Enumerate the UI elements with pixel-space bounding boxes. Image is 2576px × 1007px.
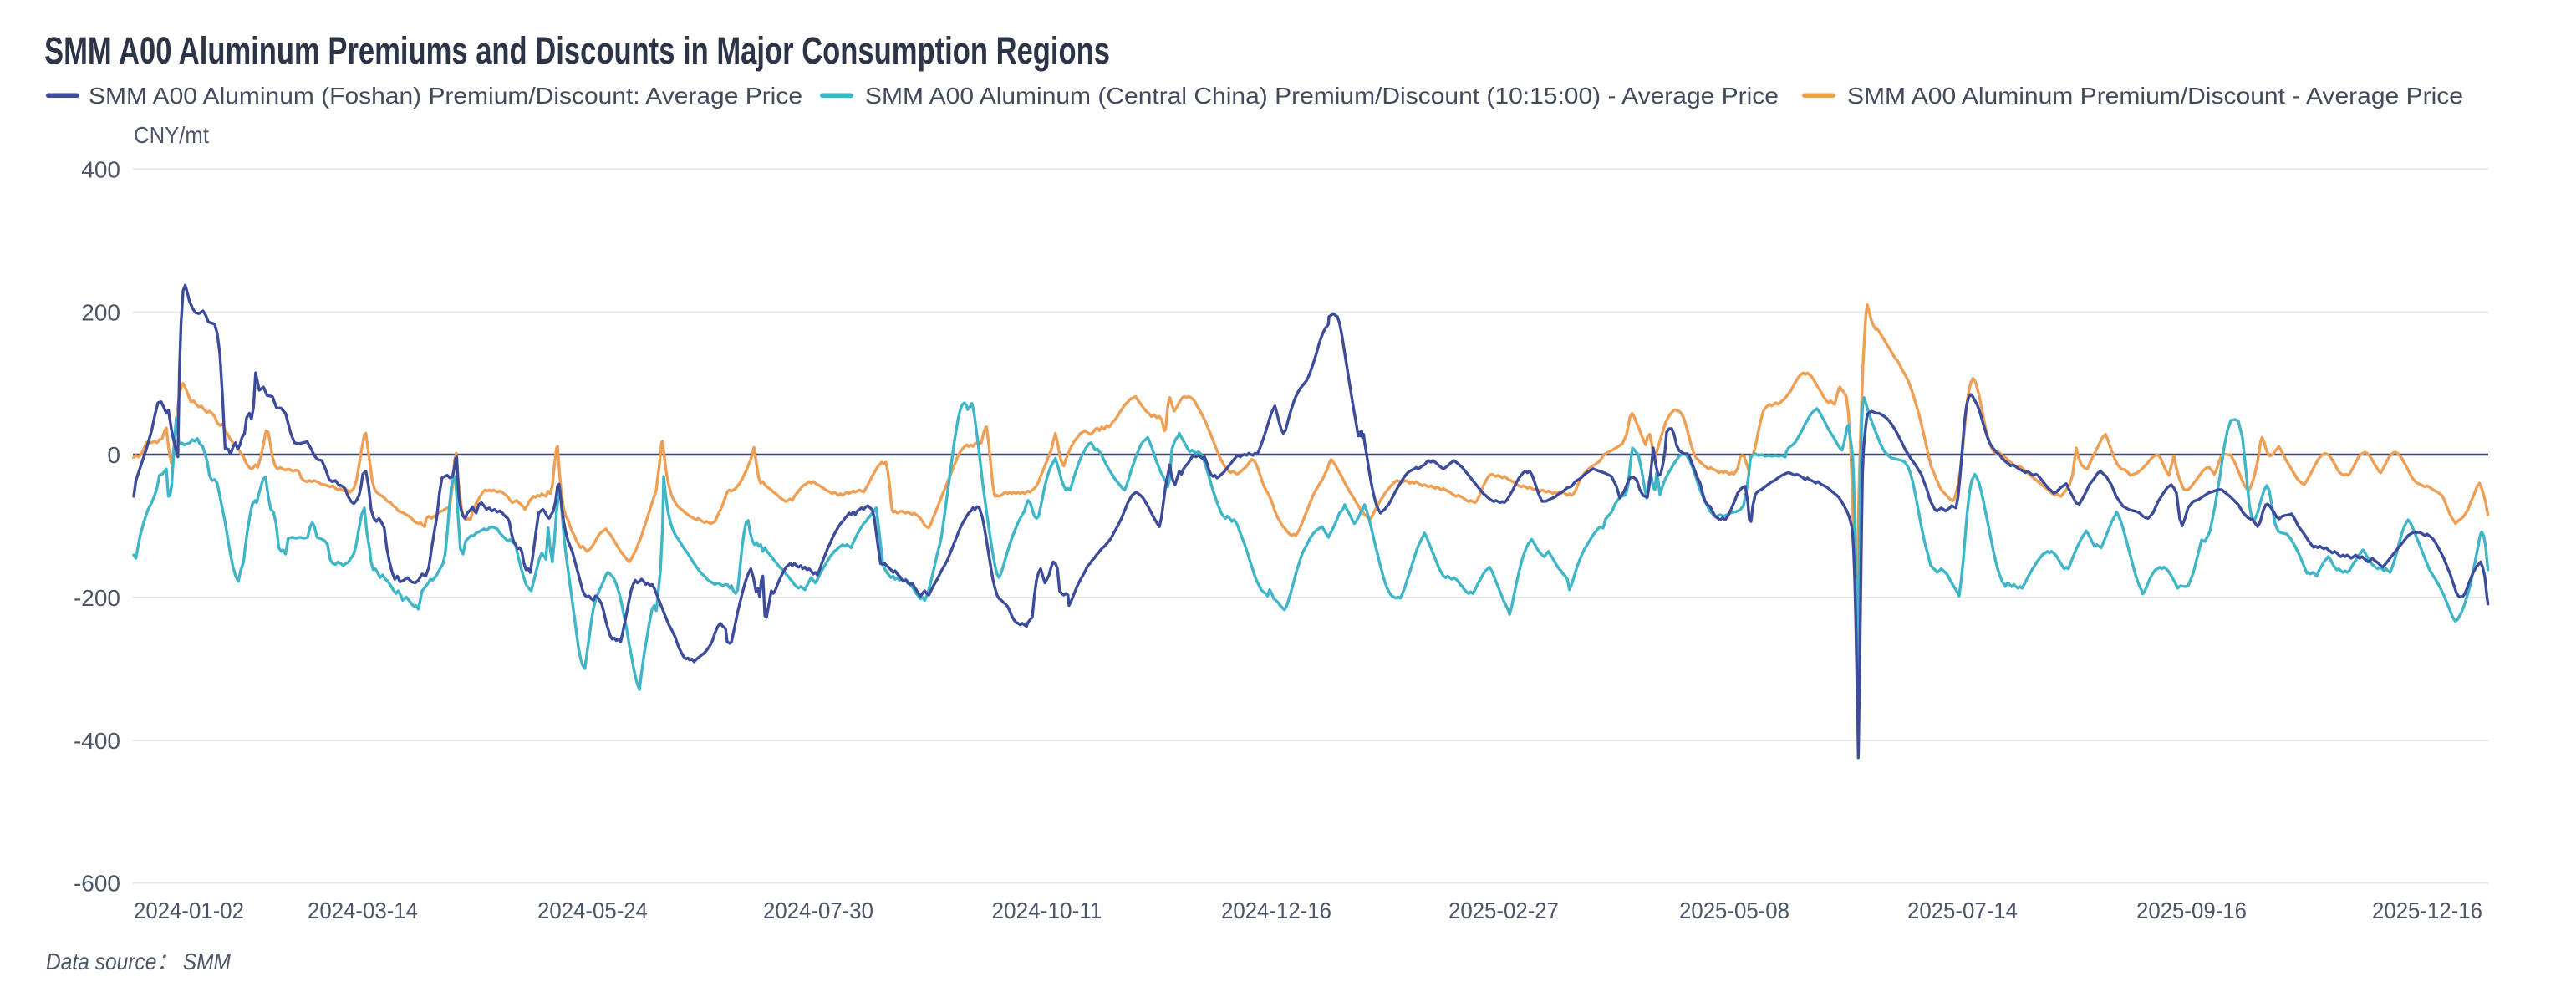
svg-text:2025-07-14: 2025-07-14 xyxy=(1907,898,2018,923)
svg-text:400: 400 xyxy=(81,157,120,183)
svg-text:2024-12-16: 2024-12-16 xyxy=(1221,898,1331,923)
svg-text:CNY/mt: CNY/mt xyxy=(134,122,209,148)
svg-text:-400: -400 xyxy=(74,728,120,754)
svg-text:2024-01-02: 2024-01-02 xyxy=(134,898,244,923)
svg-text:2024-10-11: 2024-10-11 xyxy=(992,898,1102,923)
svg-text:2025-05-08: 2025-05-08 xyxy=(1679,898,1789,923)
svg-text:SMM A00 Aluminum Premiums and: SMM A00 Aluminum Premiums and Discounts … xyxy=(44,29,1110,72)
svg-text:Data source： SMM: Data source： SMM xyxy=(46,949,232,974)
svg-text:2024-03-14: 2024-03-14 xyxy=(308,898,418,923)
svg-text:0: 0 xyxy=(107,442,120,468)
svg-text:SMM A00 Aluminum (Central Chin: SMM A00 Aluminum (Central China) Premium… xyxy=(865,83,1779,109)
svg-text:2025-09-16: 2025-09-16 xyxy=(2136,898,2247,923)
svg-text:-200: -200 xyxy=(74,585,120,611)
svg-text:2025-12-16: 2025-12-16 xyxy=(2372,898,2482,923)
svg-text:2024-05-24: 2024-05-24 xyxy=(537,898,648,923)
svg-text:SMM A00 Aluminum (Foshan) Prem: SMM A00 Aluminum (Foshan) Premium/Discou… xyxy=(89,83,802,109)
svg-text:SMM A00 Aluminum Premium/Disco: SMM A00 Aluminum Premium/Discount - Aver… xyxy=(1847,83,2463,109)
svg-text:2025-02-27: 2025-02-27 xyxy=(1448,898,1559,923)
svg-text:2024-07-30: 2024-07-30 xyxy=(763,898,873,923)
svg-text:200: 200 xyxy=(81,300,120,326)
svg-text:-600: -600 xyxy=(74,871,120,897)
